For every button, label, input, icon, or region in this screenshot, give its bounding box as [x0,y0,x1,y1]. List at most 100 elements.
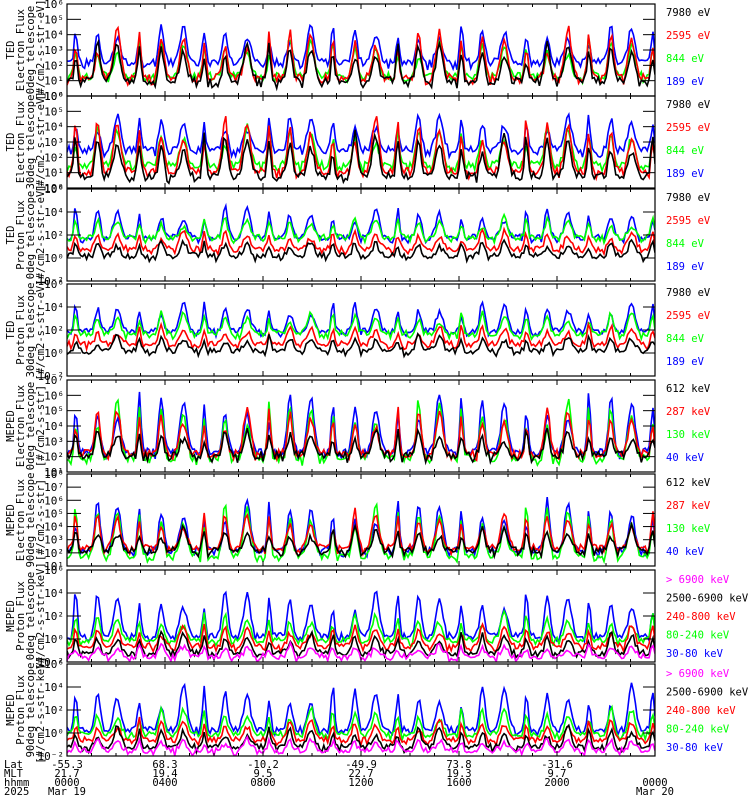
series-group [67,23,655,92]
y-tick-label: 10¹ [44,167,64,180]
legend-item: 844 eV [666,333,705,345]
series-240-800-kev [67,622,655,655]
series-40-kev [67,391,655,461]
y-tick-label: 10⁻² [38,750,65,763]
legend-item: 2595 eV [666,30,711,42]
x-info-value: 9.5 [254,768,273,780]
series-7980-ev [67,129,655,185]
legend: 7980 eV 2595 eV 844 eV 189 eV [666,7,711,88]
y-tick-label: 10³ [44,435,64,448]
legend-item: 7980 eV [666,99,711,111]
y-label-line: TED [5,133,17,152]
series-7980-ev [67,38,655,92]
y-tick-label: 10³ [44,534,64,547]
series-2595-ev [67,226,655,257]
x-info-value: 0000 [54,777,79,789]
y-label-line: [#/cm2-s-str-eV] [35,279,47,380]
y-label-line: MEPED [5,504,17,536]
y-label-line: 0deg telescope [25,382,37,471]
legend-item: 844 eV [666,145,705,157]
x-info-value: 68.3 [152,759,177,771]
x-info-value: -49.9 [345,759,377,771]
legend-item: 130 keV [666,429,711,441]
x-info-row-label: Lat [4,759,23,771]
y-tick-label: 10² [44,151,64,164]
y-tick-label: 10⁰ [44,633,64,646]
series-612-kev [67,427,655,466]
y-tick-label: 10⁴ [44,587,64,600]
series-group [67,682,655,756]
y-tick-label: 10¹ [44,75,64,88]
legend: 612 keV 287 keV 130 keV 40 keV [666,477,711,558]
y-tick-label: 10⁰ [44,347,64,360]
legend-item: 30-80 keV [666,648,724,660]
legend-item: 189 eV [666,76,705,88]
y-tick-label: 10² [44,547,64,560]
series-80-240-kev [67,704,655,743]
y-tick-label: 10⁶ [44,0,64,11]
x-info-value: Mar 20 [636,786,674,798]
series-group [67,202,655,264]
y-label-line: TED [5,226,17,245]
y-tick-label: 10² [44,704,64,717]
y-tick-label: 10⁶ [44,278,64,291]
series-group [67,391,655,468]
y-label-line: [#/cm2-s-str-eV] [35,184,47,285]
legend-item: 80-240 keV [666,724,730,736]
legend-item: 40 keV [666,452,705,464]
legend: > 6900 keV 2500-6900 keV 240-800 keV 80-240… [666,668,749,754]
y-label-line: 0deg telescope [25,191,37,280]
y-tick-label: 10⁶ [44,90,64,103]
legend-item: > 6900 keV [666,574,730,586]
legend-item: 7980 eV [666,192,711,204]
y-tick-label: 10⁰ [44,90,64,103]
series-30-80-kev [67,590,655,645]
legend-item: 130 keV [666,523,711,535]
legend-item: 2595 eV [666,215,711,227]
y-label-line: Electron Flux [15,385,27,467]
legend-item: 30-80 keV [666,742,724,754]
x-info-value: Mar 19 [48,786,86,798]
y-tick-label: 10⁰ [44,252,64,265]
series-group [67,111,655,185]
y-label-line: [#/cm2-s-str-eV] [35,0,47,101]
y-label-line: MEPED [5,694,17,726]
x-info-value: 21.7 [54,768,79,780]
x-info-value: 0800 [250,777,275,789]
y-label-line: [#/cm2-s-str] [35,385,47,467]
legend-item: 189 eV [666,356,705,368]
legend-item: 612 keV [666,383,711,395]
series-80-240-kev [67,609,655,648]
y-tick-label: 10⁶ [44,389,64,402]
y-label-line: 30deg telescope [25,283,37,378]
legend-item: 240-800 keV [666,611,736,623]
y-label-line: Proton Flux [15,581,27,651]
y-label-line: 0deg telescope [25,572,37,661]
y-tick-label: 10³ [44,136,64,149]
y-label-line: Proton Flux [15,200,27,270]
y-label-line: Electron Flux [15,9,27,91]
series-844-ev [67,310,655,342]
legend-item: 40 keV [666,546,705,558]
y-tick-label: 10⁸ [44,468,64,481]
y-tick-label: 10⁴ [44,521,64,534]
series-2595-ev [67,321,655,353]
x-info-value: 19.4 [152,768,177,780]
series-189-ev [67,111,655,160]
legend-item: 189 eV [666,168,705,180]
y-tick-label: 10⁷ [44,374,64,387]
y-tick-label: 10⁻² [38,370,65,383]
x-info-value: -55.3 [51,759,83,771]
x-info-value: 19.3 [446,768,471,780]
legend-item: 7980 eV [666,7,711,19]
